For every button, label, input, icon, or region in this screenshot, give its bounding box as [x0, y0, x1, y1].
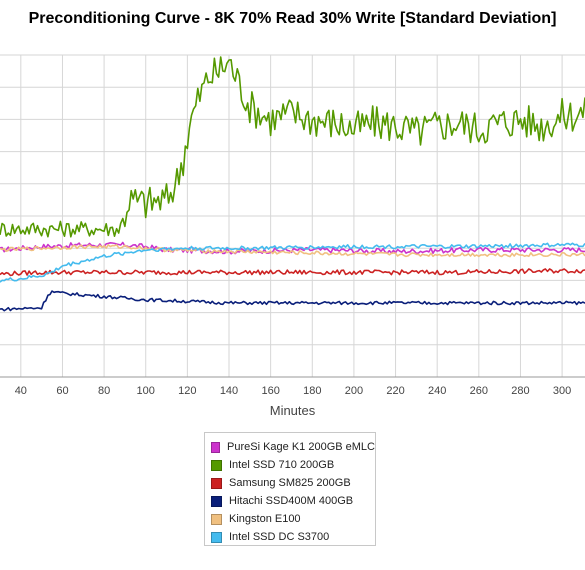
legend-label-4: Kingston E100	[229, 513, 301, 525]
series-line-1	[0, 56, 585, 238]
series-line-4	[0, 244, 585, 258]
legend-label-5: Intel SSD DC S3700	[229, 531, 330, 543]
legend-swatch-1	[211, 459, 222, 471]
legend: PureSi Kage K1 200GB eMLC Intel SSD 710 2…	[204, 432, 376, 546]
legend-item-4: Kingston E100	[211, 510, 375, 528]
grid-layer	[0, 54, 585, 378]
chart-title: Preconditioning Curve - 8K 70% Read 30% …	[28, 10, 557, 27]
legend-item-0: PureSi Kage K1 200GB eMLC	[211, 438, 375, 456]
legend-item-1: Intel SSD 710 200GB	[211, 456, 375, 474]
x-tick-label-10: 240	[428, 385, 446, 397]
legend-swatch-3	[211, 495, 222, 507]
x-tick-label-7: 180	[303, 385, 321, 397]
x-tick-label-8: 200	[345, 385, 363, 397]
x-tick-label-4: 120	[178, 385, 196, 397]
legend-swatch-4	[211, 513, 222, 525]
x-tick-label-1: 60	[56, 385, 68, 397]
x-tick-label-6: 160	[261, 385, 279, 397]
x-tick-label-12: 280	[511, 385, 529, 397]
series-line-3	[0, 290, 585, 312]
x-axis-label: Minutes	[269, 403, 316, 418]
legend-item-3: Hitachi SSD400M 400GB	[211, 492, 375, 510]
legend-label-2: Samsung SM825 200GB	[229, 477, 351, 489]
x-tick-label-3: 100	[137, 385, 155, 397]
x-tick-label-13: 300	[553, 385, 571, 397]
legend-label-0: PureSi Kage K1 200GB eMLC	[227, 441, 375, 453]
legend-swatch-0	[211, 441, 221, 453]
series-line-2	[0, 268, 585, 277]
series-layer	[0, 56, 585, 312]
legend-item-2: Samsung SM825 200GB	[211, 474, 375, 492]
x-tick-label-0: 40	[15, 385, 27, 397]
legend-label-1: Intel SSD 710 200GB	[229, 459, 335, 471]
x-tick-label-5: 140	[220, 385, 238, 397]
legend-label-3: Hitachi SSD400M 400GB	[229, 495, 354, 507]
tick-layer: 40 60 80 100 120 140 160 180 200 220 240 260 280 300	[0, 376, 585, 397]
legend-swatch-5	[211, 531, 222, 543]
x-tick-label-2: 80	[98, 385, 110, 397]
legend-item-5: Intel SSD DC S3700	[211, 528, 375, 546]
series-line-5	[0, 242, 585, 283]
x-tick-label-11: 260	[470, 385, 488, 397]
x-tick-label-9: 220	[386, 385, 404, 397]
legend-swatch-2	[211, 477, 222, 489]
